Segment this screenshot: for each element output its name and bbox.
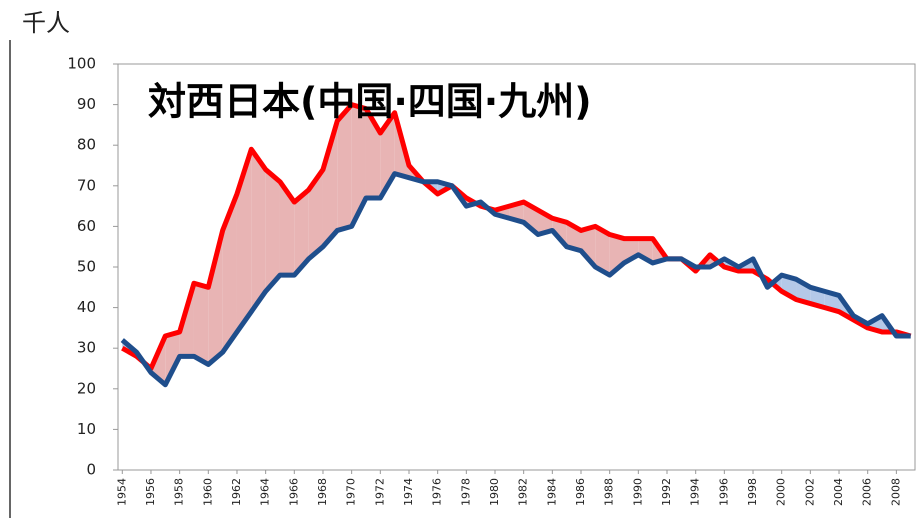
x-tick-label xt: 1984 <box>545 478 558 506</box>
x-tick-label xt: 2008 <box>889 478 902 506</box>
x-tick-label xt: 1992 <box>660 478 673 506</box>
x-tick-label xt: 2002 <box>803 478 816 506</box>
x-tick-label xt: 1972 <box>373 478 386 506</box>
x-tick-label xt: 1956 <box>144 478 157 506</box>
x-tick-label xt: 1982 <box>517 478 530 506</box>
surplus-fill <box>222 193 237 353</box>
x-tick-label xt: 1966 <box>287 478 300 506</box>
x-tick-label xt: 1976 <box>431 478 444 506</box>
y-tick-label: 0 <box>86 461 96 479</box>
x-tick-label xt: 1960 <box>201 478 214 506</box>
y-tick-label: 60 <box>77 217 96 235</box>
x-tick-label xt: 2004 <box>832 478 845 506</box>
y-tick-label: 80 <box>77 136 96 154</box>
y-tick-label: 40 <box>77 298 96 316</box>
surplus-fill <box>308 169 323 259</box>
y-tick-label: 50 <box>77 258 96 276</box>
surplus-fill <box>538 210 553 235</box>
x-tick-label xt: 1954 <box>115 478 128 506</box>
surplus-fill <box>251 149 266 312</box>
surplus-fill <box>208 230 223 365</box>
x-tick-label xt: 2006 <box>861 478 874 506</box>
x-tick-label xt: 1974 <box>402 478 415 506</box>
chart-title: 対西日本(中国·四国·九州) <box>148 80 592 124</box>
surplus-fill <box>638 238 653 263</box>
difference-fill <box>122 104 911 385</box>
x-tick-label xt: 1962 <box>230 478 243 506</box>
x-tick-label xt: 1988 <box>603 478 616 506</box>
y-tick-label: 70 <box>77 176 96 194</box>
surplus-fill <box>322 120 338 247</box>
surplus-fill <box>581 226 596 267</box>
x-tick-label xt: 1968 <box>316 478 329 506</box>
series-line <box>120 171 911 388</box>
y-tick-label: 10 <box>77 420 96 438</box>
x-tick-label xt: 1978 <box>459 478 472 506</box>
x-tick-label xt: 1998 <box>746 478 759 506</box>
surplus-fill <box>193 283 209 365</box>
surplus-fill <box>165 331 180 385</box>
x-tick-label xt: 2000 <box>775 478 788 506</box>
x-tick-label xt: 1994 <box>689 478 702 506</box>
y-tick-label: 30 <box>77 339 96 357</box>
surplus-fill <box>624 238 639 263</box>
y-tick-label: 90 <box>77 95 96 113</box>
x-tick-label xt: 1990 <box>631 478 644 506</box>
deficit-fill <box>796 279 811 304</box>
surplus-fill <box>294 189 309 276</box>
x-tick-label xt: 1996 <box>717 478 730 506</box>
surplus-fill <box>279 181 295 276</box>
deficit-fill <box>781 275 797 300</box>
x-tick-label xt: 1986 <box>574 478 587 506</box>
x-tick-label xt: 1970 <box>345 478 358 506</box>
y-tick-label: 20 <box>77 379 96 397</box>
y-tick-label: 100 <box>67 55 96 73</box>
x-tick-label xt: 1958 <box>173 478 186 506</box>
x-tick-label xt: 1964 <box>259 478 272 506</box>
surplus-fill <box>236 149 252 332</box>
surplus-fill <box>351 104 366 227</box>
y-axis-unit: 千人 <box>22 9 70 37</box>
x-tick-label xt: 1980 <box>488 478 501 506</box>
surplus-fill <box>337 104 352 231</box>
surplus-fill <box>595 226 610 276</box>
series-line <box>121 102 912 371</box>
surplus-fill <box>265 169 280 292</box>
